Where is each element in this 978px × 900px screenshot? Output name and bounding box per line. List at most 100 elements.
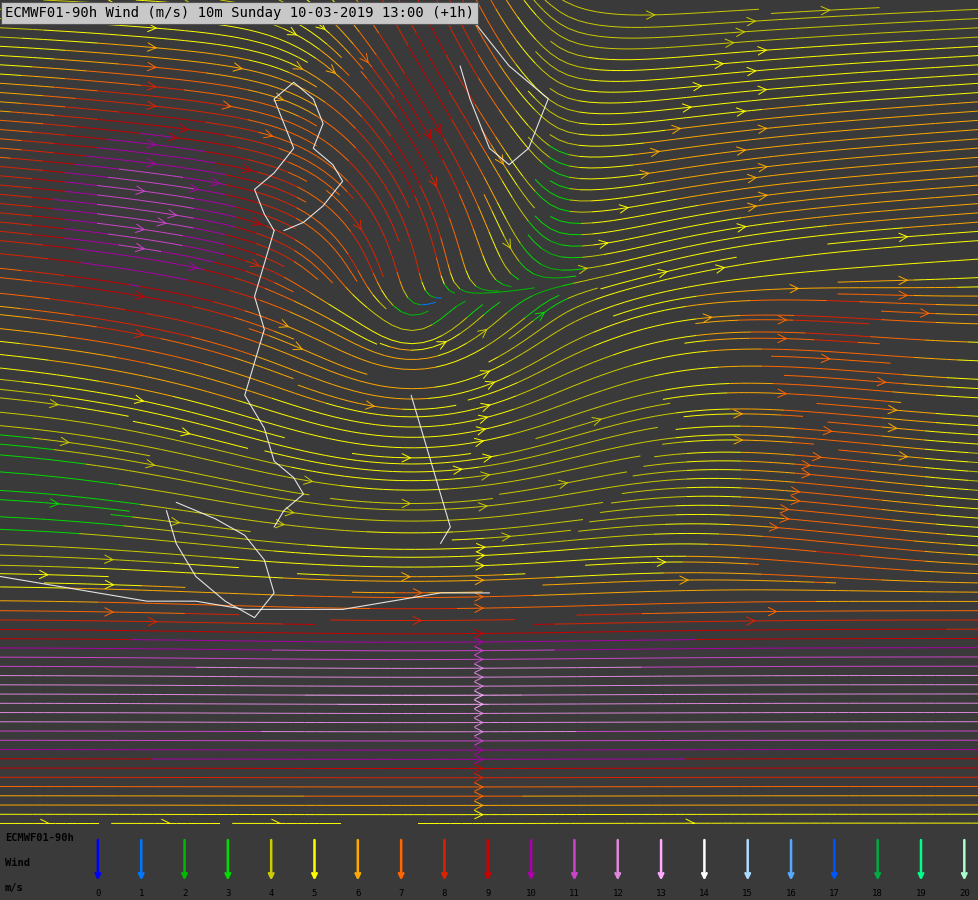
- FancyArrowPatch shape: [735, 108, 744, 116]
- Text: 5: 5: [312, 889, 317, 898]
- FancyArrowPatch shape: [557, 481, 567, 489]
- FancyArrowPatch shape: [422, 130, 430, 139]
- FancyArrowPatch shape: [474, 709, 482, 717]
- FancyArrowPatch shape: [402, 500, 410, 508]
- FancyArrowPatch shape: [779, 505, 788, 513]
- FancyArrowPatch shape: [592, 418, 600, 426]
- FancyArrowPatch shape: [161, 819, 170, 828]
- FancyArrowPatch shape: [757, 86, 766, 94]
- FancyArrowPatch shape: [428, 177, 436, 186]
- FancyArrowPatch shape: [887, 423, 896, 432]
- FancyArrowPatch shape: [453, 466, 462, 474]
- FancyArrowPatch shape: [474, 783, 482, 791]
- FancyArrowPatch shape: [746, 175, 755, 183]
- Text: 3: 3: [225, 889, 230, 898]
- FancyArrowPatch shape: [474, 646, 482, 655]
- FancyArrowPatch shape: [249, 259, 259, 266]
- FancyArrowPatch shape: [876, 377, 885, 386]
- FancyArrowPatch shape: [222, 101, 231, 109]
- FancyArrowPatch shape: [898, 233, 907, 241]
- FancyArrowPatch shape: [734, 436, 741, 444]
- Text: 10: 10: [525, 889, 536, 898]
- Text: 7: 7: [398, 889, 403, 898]
- FancyArrowPatch shape: [251, 218, 260, 226]
- FancyArrowPatch shape: [821, 6, 828, 14]
- FancyArrowPatch shape: [474, 727, 482, 736]
- FancyArrowPatch shape: [495, 155, 503, 164]
- FancyArrowPatch shape: [285, 508, 293, 516]
- FancyArrowPatch shape: [778, 334, 785, 343]
- FancyArrowPatch shape: [180, 428, 190, 436]
- FancyArrowPatch shape: [474, 774, 482, 782]
- FancyArrowPatch shape: [480, 472, 489, 480]
- FancyArrowPatch shape: [360, 53, 368, 62]
- FancyArrowPatch shape: [801, 470, 810, 478]
- FancyArrowPatch shape: [474, 593, 483, 601]
- FancyArrowPatch shape: [746, 17, 755, 26]
- FancyArrowPatch shape: [682, 104, 690, 112]
- FancyArrowPatch shape: [401, 572, 410, 580]
- FancyArrowPatch shape: [777, 389, 785, 398]
- FancyArrowPatch shape: [485, 382, 494, 389]
- FancyArrowPatch shape: [474, 755, 482, 763]
- FancyArrowPatch shape: [482, 454, 491, 463]
- FancyArrowPatch shape: [618, 205, 628, 213]
- FancyArrowPatch shape: [433, 124, 441, 134]
- FancyArrowPatch shape: [821, 355, 829, 363]
- FancyArrowPatch shape: [243, 165, 251, 173]
- FancyArrowPatch shape: [478, 415, 487, 423]
- FancyArrowPatch shape: [747, 203, 756, 212]
- FancyArrowPatch shape: [60, 437, 68, 446]
- FancyArrowPatch shape: [292, 61, 302, 69]
- FancyArrowPatch shape: [168, 132, 177, 141]
- FancyArrowPatch shape: [188, 263, 198, 271]
- FancyArrowPatch shape: [779, 514, 788, 522]
- FancyArrowPatch shape: [50, 499, 59, 508]
- Text: ECMWF01-90h: ECMWF01-90h: [5, 832, 73, 842]
- FancyArrowPatch shape: [40, 819, 49, 828]
- FancyArrowPatch shape: [898, 291, 907, 300]
- FancyArrowPatch shape: [278, 11, 288, 19]
- FancyArrowPatch shape: [316, 21, 325, 30]
- FancyArrowPatch shape: [734, 410, 741, 418]
- FancyArrowPatch shape: [919, 309, 928, 317]
- FancyArrowPatch shape: [275, 519, 284, 527]
- FancyArrowPatch shape: [272, 819, 280, 828]
- FancyArrowPatch shape: [474, 664, 482, 672]
- Text: 4: 4: [268, 889, 274, 898]
- FancyArrowPatch shape: [167, 210, 176, 218]
- Text: 17: 17: [828, 889, 839, 898]
- FancyArrowPatch shape: [746, 616, 754, 625]
- FancyArrowPatch shape: [480, 403, 489, 411]
- FancyArrowPatch shape: [657, 269, 666, 277]
- FancyArrowPatch shape: [535, 312, 544, 320]
- FancyArrowPatch shape: [887, 405, 896, 414]
- FancyArrowPatch shape: [184, 0, 192, 8]
- Text: 12: 12: [612, 889, 622, 898]
- FancyArrowPatch shape: [474, 792, 482, 800]
- Text: 2: 2: [182, 889, 187, 898]
- FancyArrowPatch shape: [39, 571, 48, 579]
- FancyArrowPatch shape: [474, 438, 483, 446]
- FancyArrowPatch shape: [692, 83, 701, 91]
- Text: 8: 8: [441, 889, 447, 898]
- FancyArrowPatch shape: [474, 682, 482, 690]
- FancyArrowPatch shape: [474, 629, 482, 638]
- FancyArrowPatch shape: [790, 496, 799, 505]
- FancyArrowPatch shape: [148, 43, 156, 51]
- FancyArrowPatch shape: [898, 276, 907, 284]
- FancyArrowPatch shape: [279, 320, 289, 328]
- Text: ECMWF01-90h Wind (m/s) 10m Sunday 10-03-2019 13:00 (+1h): ECMWF01-90h Wind (m/s) 10m Sunday 10-03-…: [5, 5, 473, 20]
- FancyArrowPatch shape: [898, 452, 907, 460]
- FancyArrowPatch shape: [474, 576, 483, 585]
- FancyArrowPatch shape: [413, 616, 421, 625]
- FancyArrowPatch shape: [326, 65, 334, 73]
- FancyArrowPatch shape: [413, 589, 422, 597]
- FancyArrowPatch shape: [274, 93, 283, 101]
- FancyArrowPatch shape: [474, 638, 482, 646]
- FancyArrowPatch shape: [135, 243, 144, 252]
- FancyArrowPatch shape: [686, 819, 693, 827]
- FancyArrowPatch shape: [105, 580, 113, 589]
- FancyArrowPatch shape: [263, 130, 272, 138]
- FancyArrowPatch shape: [353, 220, 361, 230]
